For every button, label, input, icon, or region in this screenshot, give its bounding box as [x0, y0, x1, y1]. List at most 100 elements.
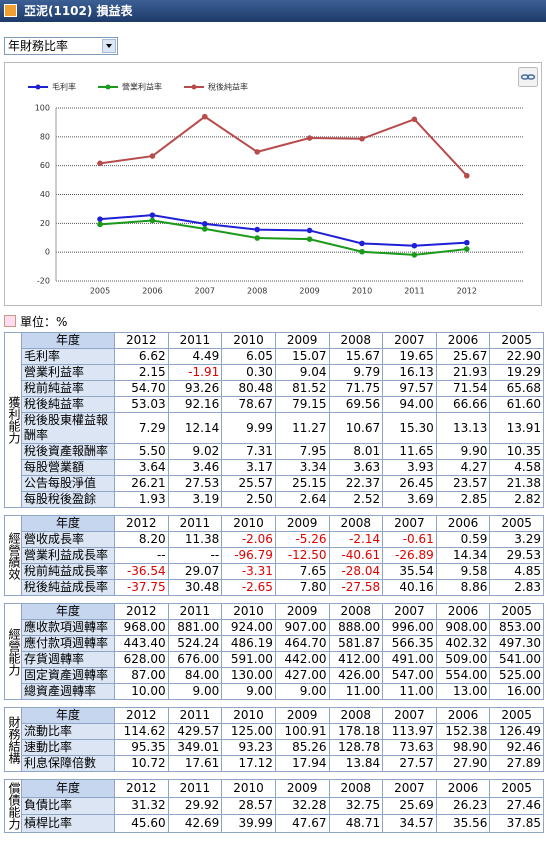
year-cell: 2005 — [489, 707, 544, 724]
year-cell: 2012 — [114, 779, 169, 798]
value-cell: 4.85 — [489, 563, 544, 580]
value-cell: 97.57 — [382, 380, 437, 397]
data-point — [359, 248, 365, 255]
row-label: 公告每股淨值 — [21, 475, 115, 492]
series-line — [99, 115, 468, 177]
year-cell: 2011 — [167, 332, 223, 349]
value-cell: 81.52 — [274, 380, 330, 397]
dropdown-arrow[interactable] — [102, 39, 116, 53]
value-cell: 2.52 — [328, 491, 384, 508]
data-point — [149, 153, 156, 159]
value-cell: 9.00 — [221, 683, 276, 700]
value-cell: 35.56 — [435, 814, 491, 833]
value-cell: 40.16 — [382, 579, 437, 596]
value-cell: -5.26 — [274, 531, 330, 548]
header-row: 經營能力 年度 2012 2011 2010 2009 2008 2007 2006 2005 — [4, 603, 544, 700]
year-cell: 2007 — [382, 707, 437, 724]
year-cell: 2012 — [114, 332, 169, 349]
legend-marker — [35, 84, 41, 90]
data-point — [359, 240, 365, 247]
data-row: 營業利益成長率 -- -- -96.79 -12.50 -40.61 -26.89 14.34… — [5, 547, 544, 564]
data-point — [464, 172, 470, 179]
x-tick-label: 2009 — [299, 287, 319, 296]
year-header: 年度 — [21, 707, 115, 724]
row-label: 應收款項週轉率 — [21, 619, 115, 636]
value-cell: 888.00 — [328, 619, 384, 636]
value-cell: 65.68 — [489, 380, 544, 397]
header-bar: 亞泥(1102) 損益表 — [0, 0, 546, 22]
value-cell: 16.13 — [382, 364, 437, 381]
dropdown-value[interactable]: 年財務比率 — [8, 39, 69, 53]
year-cell: 2007 — [382, 332, 437, 349]
value-cell: 566.35 — [382, 635, 437, 652]
value-cell: 35.54 — [382, 563, 437, 580]
row-label: 毛利率 — [21, 348, 115, 365]
y-tick-label: -20 — [37, 277, 50, 286]
value-cell: 53.03 — [114, 396, 169, 413]
x-tick-label: 2008 — [247, 287, 267, 296]
value-cell: 3.17 — [221, 459, 276, 476]
legend-label: 稅後純益率 — [208, 82, 248, 92]
y-tick-label: 100 — [35, 104, 50, 113]
data-point — [411, 252, 418, 258]
value-cell: 464.70 — [274, 635, 330, 652]
value-cell: 9.04 — [274, 364, 330, 381]
year-cell: 2005 — [489, 603, 544, 620]
value-cell: 2.83 — [489, 579, 544, 596]
year-cell: 2008 — [328, 515, 384, 532]
group-label: 償債能力 — [4, 779, 22, 833]
value-cell: 78.67 — [221, 396, 276, 413]
unit-label: 單位：% — [20, 315, 68, 329]
value-cell: 85.26 — [274, 739, 330, 756]
value-cell: -0.61 — [382, 531, 437, 548]
value-cell: -27.58 — [328, 579, 384, 596]
row-label: 稅後資產報酬率 — [21, 443, 115, 460]
value-cell: 497.30 — [489, 635, 544, 652]
data-point — [149, 217, 156, 224]
value-cell: 3.69 — [382, 491, 437, 508]
value-cell: 491.00 — [382, 651, 437, 668]
data-row: 利息保障倍數 10.72 17.61 17.12 17.94 13.84 27.57 27.9… — [5, 755, 544, 772]
ratio-table: 財務結構 年度 2012 2011 2010 2009 2008 2007 2006 2005 流動… — [4, 707, 544, 772]
year-cell: 2009 — [274, 603, 330, 620]
value-cell: 11.00 — [328, 683, 384, 700]
value-cell: 13.91 — [489, 412, 544, 444]
value-cell: 94.00 — [382, 396, 437, 413]
legend-marker — [105, 84, 111, 90]
value-cell: 9.00 — [167, 683, 223, 700]
value-cell: 412.00 — [328, 651, 384, 668]
year-cell: 2009 — [274, 332, 330, 349]
data-row: 固定資產週轉率 87.00 84.00 130.00 427.00 426.00 547.0… — [5, 667, 544, 684]
value-cell: 8.20 — [114, 531, 169, 548]
link-button[interactable] — [518, 67, 538, 87]
row-label: 營業利益率 — [21, 364, 115, 381]
row-label: 負債比率 — [21, 796, 115, 816]
data-row: 稅後股東權益報酬率 7.29 12.14 9.99 11.27 10.67 15.30 13.… — [5, 412, 544, 444]
year-cell: 2006 — [435, 707, 491, 724]
value-cell: 10.72 — [114, 755, 169, 772]
value-cell: 15.07 — [274, 348, 330, 365]
value-cell: 11.27 — [274, 412, 330, 444]
value-cell: 42.69 — [167, 814, 223, 833]
data-row: 速動比率 95.35 349.01 93.23 85.26 128.78 73.63 98.9… — [5, 739, 544, 756]
row-label: 應付款項週轉率 — [21, 635, 115, 652]
year-cell: 2010 — [221, 779, 276, 798]
data-row: 每股營業額 3.64 3.46 3.17 3.34 3.63 3.93 4.27 4.58 — [5, 459, 544, 476]
row-label: 營業利益成長率 — [21, 547, 115, 564]
value-cell: 19.65 — [382, 348, 437, 365]
data-row: 總資產週轉率 10.00 9.00 9.00 9.00 11.00 11.00 13.00 16… — [5, 683, 544, 700]
row-label: 存貨週轉率 — [21, 651, 115, 668]
value-cell: -2.14 — [328, 531, 384, 548]
value-cell: 45.60 — [114, 814, 169, 833]
value-cell: 426.00 — [328, 667, 384, 684]
value-cell: -- — [114, 547, 169, 564]
row-label: 每股稅後盈餘 — [21, 491, 115, 508]
period-dropdown[interactable]: 年財務比率 — [4, 37, 118, 55]
y-tick-label: 20 — [40, 219, 50, 228]
value-cell: 95.35 — [114, 739, 169, 756]
value-cell: 22.37 — [328, 475, 384, 492]
ratio-table: 獲利能力 年度 2012 2011 2010 2009 2008 2007 2006 2005 毛利… — [4, 332, 544, 508]
value-cell: 9.99 — [221, 412, 276, 444]
value-cell: 7.65 — [274, 563, 330, 580]
